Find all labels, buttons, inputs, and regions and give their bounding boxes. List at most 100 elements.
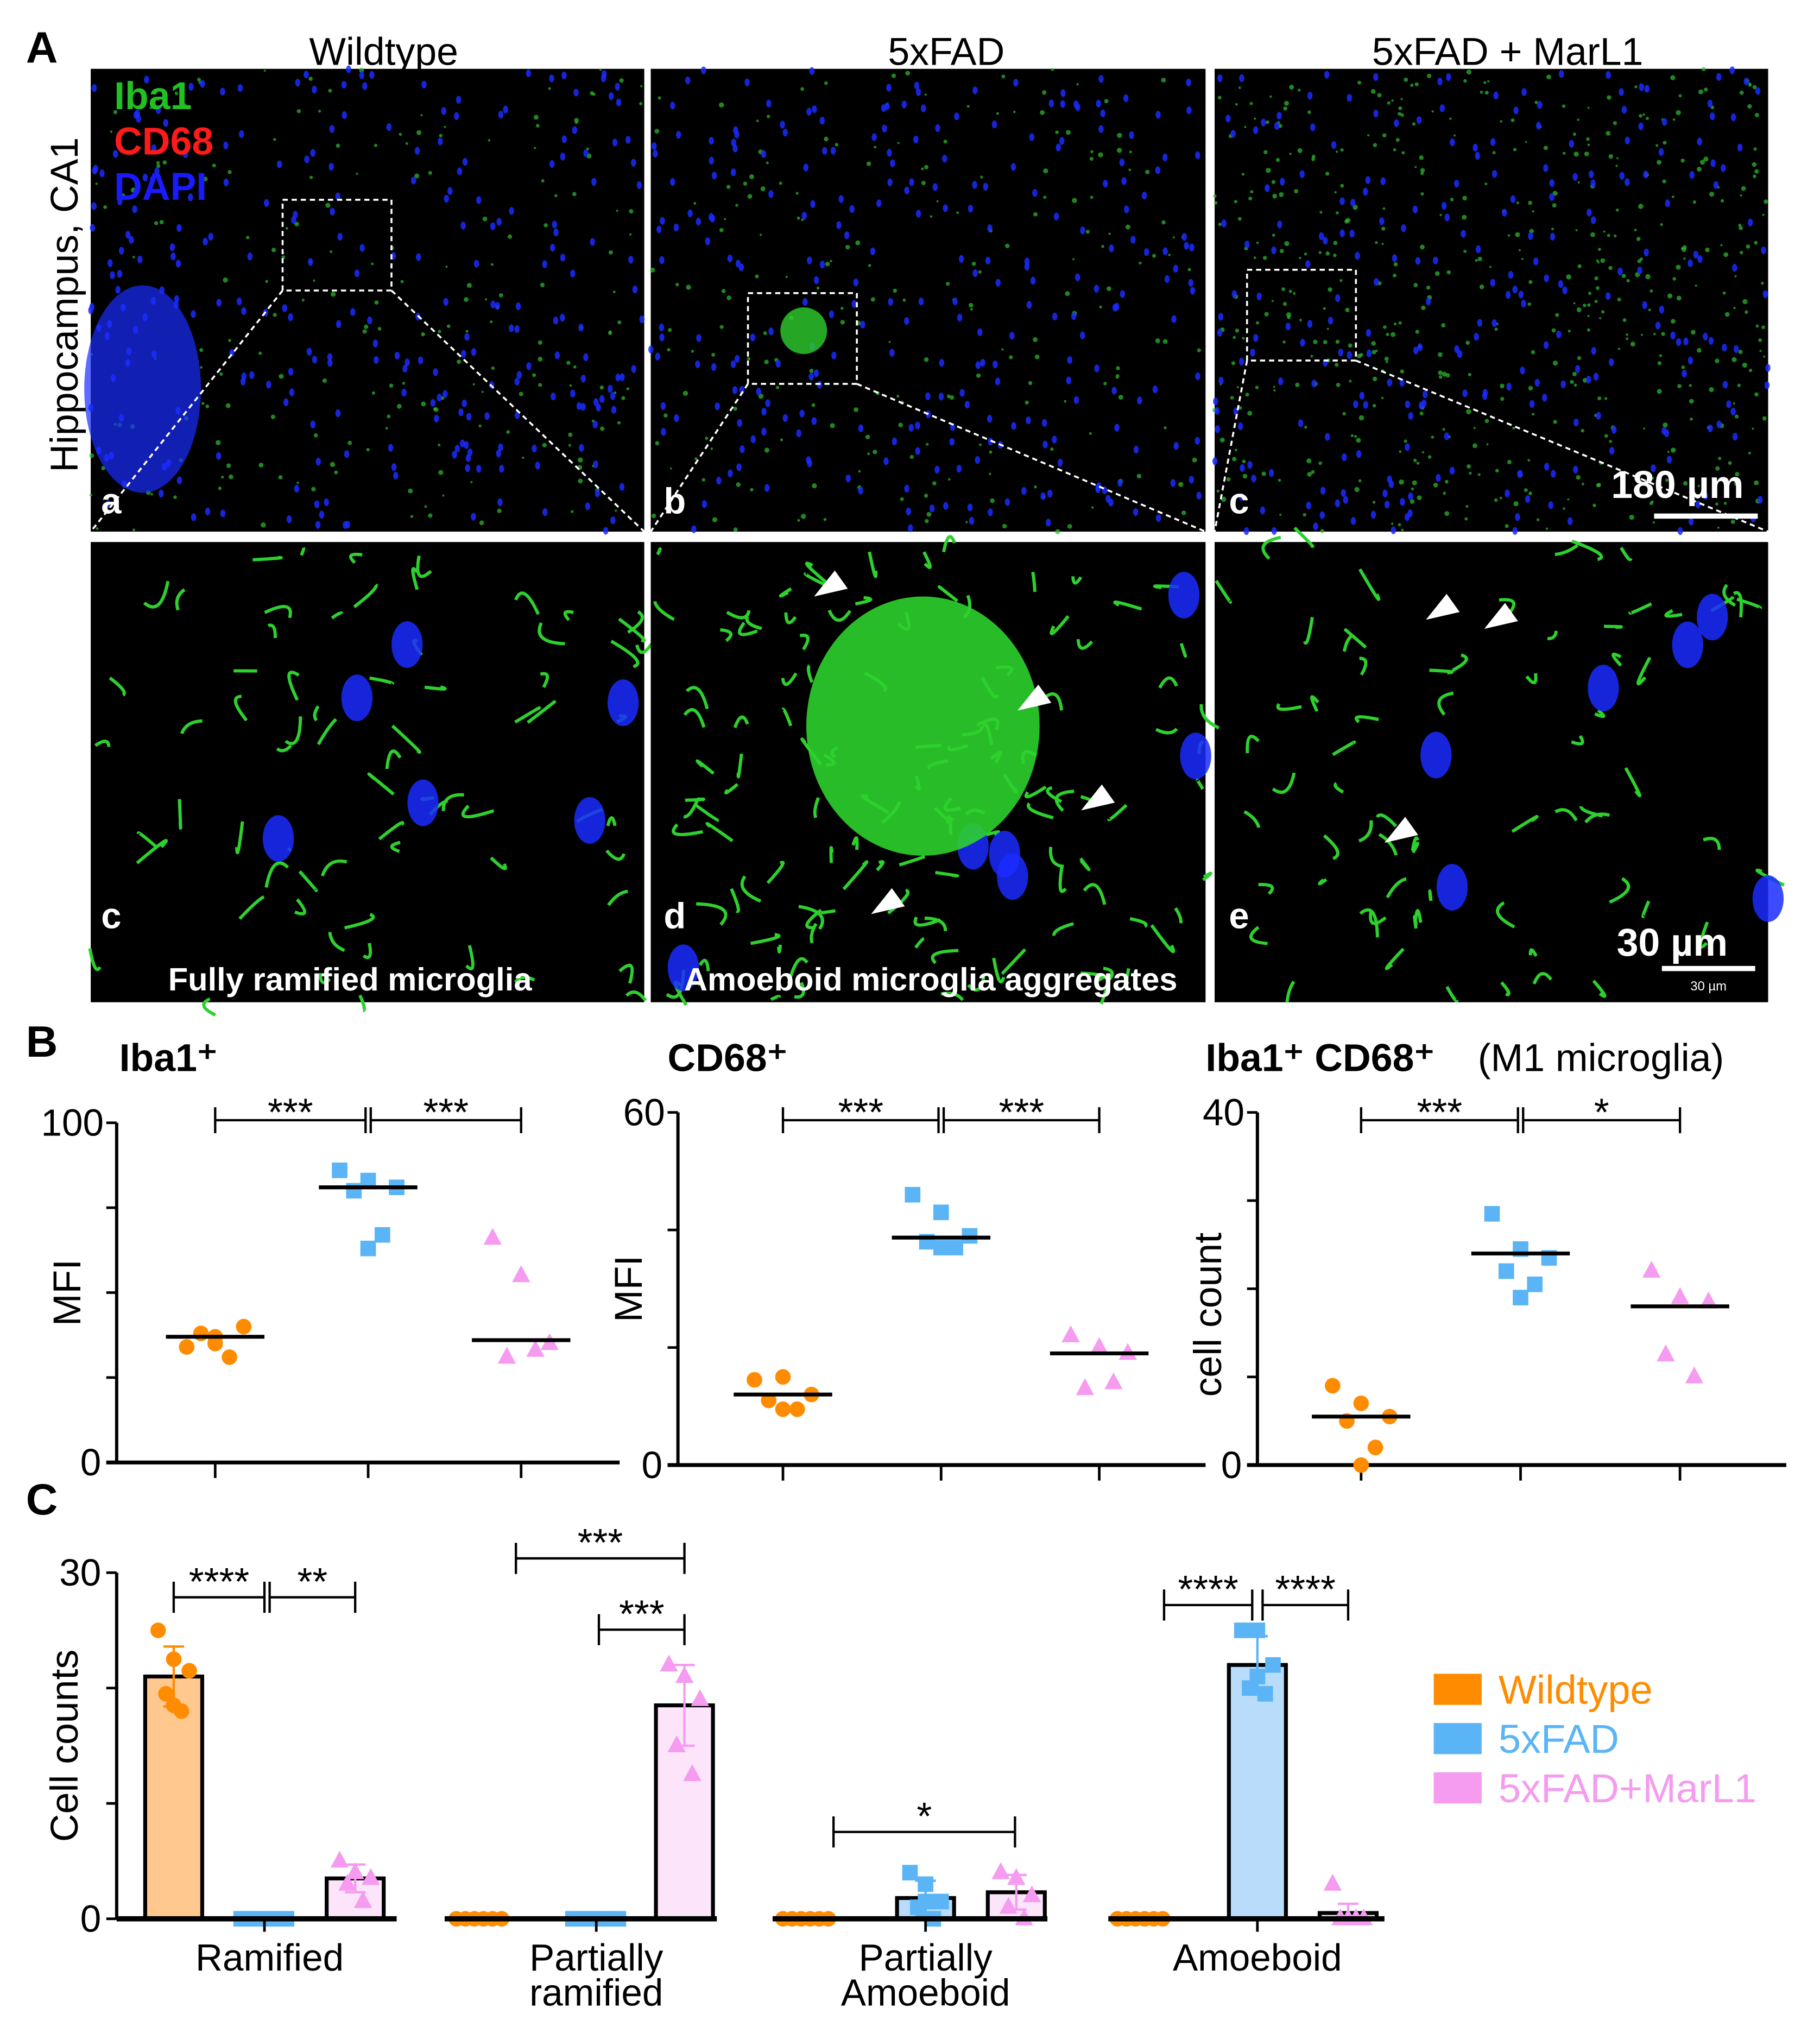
significance-bracket: *** — [369, 1091, 522, 1134]
data-point-wildtype — [181, 1663, 197, 1679]
significance-label: * — [1594, 1091, 1609, 1134]
arrowhead-icon — [871, 888, 905, 914]
scale-bar-180 — [1654, 513, 1758, 519]
data-point-wildtype — [789, 1401, 805, 1417]
data-point-5xfad — [947, 1240, 963, 1255]
data-point-wildtype — [775, 1369, 791, 1385]
y-axis-label: MFI — [607, 1255, 650, 1322]
y-tick-label: 0 — [641, 1444, 662, 1486]
significance-bracket: *** — [214, 1091, 367, 1134]
micrograph-letter-c: c — [1229, 481, 1249, 522]
legend-item-wildtype: Wildtype — [1433, 1667, 1653, 1712]
data-point-5xfad — [933, 1240, 949, 1255]
data-point-5xfad — [1498, 1263, 1514, 1279]
data-point-wildtype — [1353, 1396, 1369, 1411]
caption-amoeboid-aggregates: Amoeboid microglia aggregates — [684, 961, 1178, 997]
zoom-region-box — [281, 199, 393, 292]
significance-label: *** — [423, 1091, 469, 1134]
y-tick-label: 30 — [59, 1551, 101, 1594]
legend-label: 5xFAD — [1499, 1716, 1619, 1761]
data-point-marl1 — [1642, 1260, 1661, 1278]
data-point-marl1 — [346, 1862, 364, 1879]
data-point-wildtype — [1353, 1457, 1369, 1473]
data-point-marl1 — [497, 1347, 516, 1364]
data-point-5xfad — [1249, 1622, 1266, 1638]
significance-label: *** — [578, 1521, 623, 1564]
data-point-5xfad — [1249, 1669, 1266, 1684]
micrograph-marl1-zoom — [1199, 526, 1785, 1002]
data-point-marl1 — [691, 1689, 709, 1706]
row-label: Hippocampus, CA1 — [43, 137, 86, 472]
significance-label: *** — [268, 1091, 313, 1134]
legend-item-5xfad: 5xFAD — [1433, 1716, 1619, 1761]
data-point-5xfad — [332, 1163, 347, 1178]
category-group: Amoeboid — [1108, 1622, 1385, 1979]
data-point-wildtype — [158, 1686, 174, 1702]
data-point-5xfad — [1234, 1622, 1250, 1638]
y-axis-label: cell count — [1186, 1233, 1230, 1397]
micrograph-wildtype-overview — [84, 65, 645, 535]
significance-bracket: ** — [268, 1560, 357, 1613]
significance-bracket: * — [1522, 1091, 1682, 1134]
data-point-wildtype — [761, 1392, 777, 1409]
data-point-marl1 — [1022, 1885, 1041, 1903]
data-point-marl1 — [1007, 1868, 1026, 1885]
zoom-connector-line — [650, 383, 749, 533]
data-point-5xfad — [918, 1876, 933, 1892]
significance-bracket: *** — [1360, 1091, 1519, 1134]
arrowhead-icon — [1426, 594, 1460, 620]
category-label: Ramified — [195, 1936, 344, 1979]
y-tick-label: 100 — [41, 1102, 104, 1144]
category-label: Amoeboid — [1173, 1936, 1342, 1979]
data-point-5xfad — [933, 1204, 949, 1220]
legend-item-5xfadmarl1: 5xFAD+MarL1 — [1433, 1766, 1756, 1811]
data-point-marl1 — [683, 1764, 702, 1782]
caption-fully-ramified: Fully ramified microglia — [168, 961, 533, 997]
y-tick-label: 0 — [80, 1898, 102, 1940]
legend-swatch — [1433, 1723, 1482, 1754]
stain-legend-dapi: DAPI — [114, 165, 207, 209]
data-point-5xfad — [1257, 1686, 1273, 1702]
scale-bar-label-30: 30 µm — [1617, 921, 1728, 964]
scatter-plot-2: CD68⁺ 0 60 MFI *** *** — [607, 1036, 1206, 1486]
data-point-marl1 — [362, 1868, 380, 1885]
significance-bracket: *** — [597, 1592, 686, 1645]
data-point-5xfad — [346, 1183, 362, 1199]
legend-swatch — [1433, 1772, 1482, 1804]
category-group: Partially ramified — [444, 1655, 717, 2014]
significance-label: **** — [189, 1560, 249, 1603]
zoom-region-box — [747, 292, 858, 385]
data-point-wildtype — [193, 1325, 209, 1341]
data-point-5xfad — [360, 1240, 376, 1257]
zoom-connector-line — [90, 289, 283, 533]
data-point-wildtype — [1367, 1439, 1383, 1455]
data-point-5xfad — [1513, 1290, 1528, 1305]
y-tick-label: 0 — [80, 1441, 102, 1483]
data-point-marl1 — [1699, 1291, 1718, 1309]
data-point-wildtype — [747, 1372, 762, 1388]
plot-title-suffix: (M1 microglia) — [1478, 1036, 1724, 1079]
data-point-marl1 — [338, 1873, 357, 1891]
significance-label: *** — [838, 1091, 883, 1134]
data-point-wildtype — [1324, 1378, 1341, 1394]
panel-label-b: B — [26, 1018, 58, 1066]
data-point-marl1 — [1657, 1344, 1675, 1362]
data-point-marl1 — [526, 1340, 545, 1357]
zoom-connector-line — [1355, 359, 1769, 533]
zoom-connector-line — [390, 289, 645, 533]
zoom-connector-line — [1214, 360, 1248, 532]
data-point-5xfad — [374, 1227, 390, 1243]
data-point-wildtype — [236, 1318, 252, 1335]
arrowhead-icon — [814, 570, 848, 597]
micrograph-letter-b: b — [663, 481, 686, 522]
data-point-marl1 — [1061, 1325, 1080, 1342]
data-point-marl1 — [483, 1228, 502, 1245]
data-point-marl1 — [1685, 1366, 1704, 1384]
scale-bar-label-180: 180 µm — [1611, 463, 1743, 507]
micrograph-letter-d: d — [663, 896, 686, 937]
category-label: Partially Amoeboid — [841, 1936, 1010, 2013]
micrograph-5xfad-overview — [648, 66, 1206, 534]
micrographs — [84, 65, 1785, 1016]
